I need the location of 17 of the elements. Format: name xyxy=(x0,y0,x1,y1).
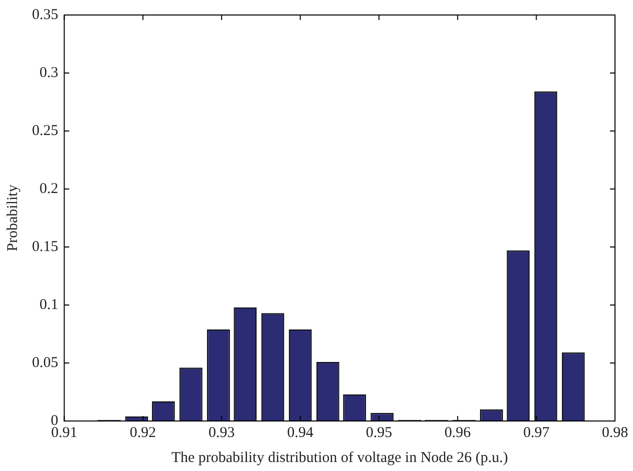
x-tick-label: 0.98 xyxy=(602,424,628,441)
x-tick-label: 0.95 xyxy=(366,424,392,441)
x-tick-label: 0.93 xyxy=(208,424,235,441)
x-axis-title: The probability distribution of voltage in Node 26 (p.u.) xyxy=(171,450,508,466)
y-tick-label: 0.1 xyxy=(40,296,58,313)
x-tick-label: 0.96 xyxy=(444,424,472,441)
x-tick-label: 0.91 xyxy=(51,424,78,441)
y-tick-label: 0.05 xyxy=(32,354,58,371)
y-tick-label: 0.35 xyxy=(32,6,58,23)
y-tick-label: 0.3 xyxy=(40,64,58,81)
y-tick-label: 0.25 xyxy=(32,122,58,139)
x-tick-label: 0.92 xyxy=(130,424,156,441)
x-tick-label: 0.97 xyxy=(523,424,550,441)
x-tick-label: 0.94 xyxy=(287,424,314,441)
y-tick-label: 0.2 xyxy=(40,180,58,197)
y-axis-title: Probability xyxy=(4,184,21,252)
y-tick-label: 0.15 xyxy=(32,238,58,255)
